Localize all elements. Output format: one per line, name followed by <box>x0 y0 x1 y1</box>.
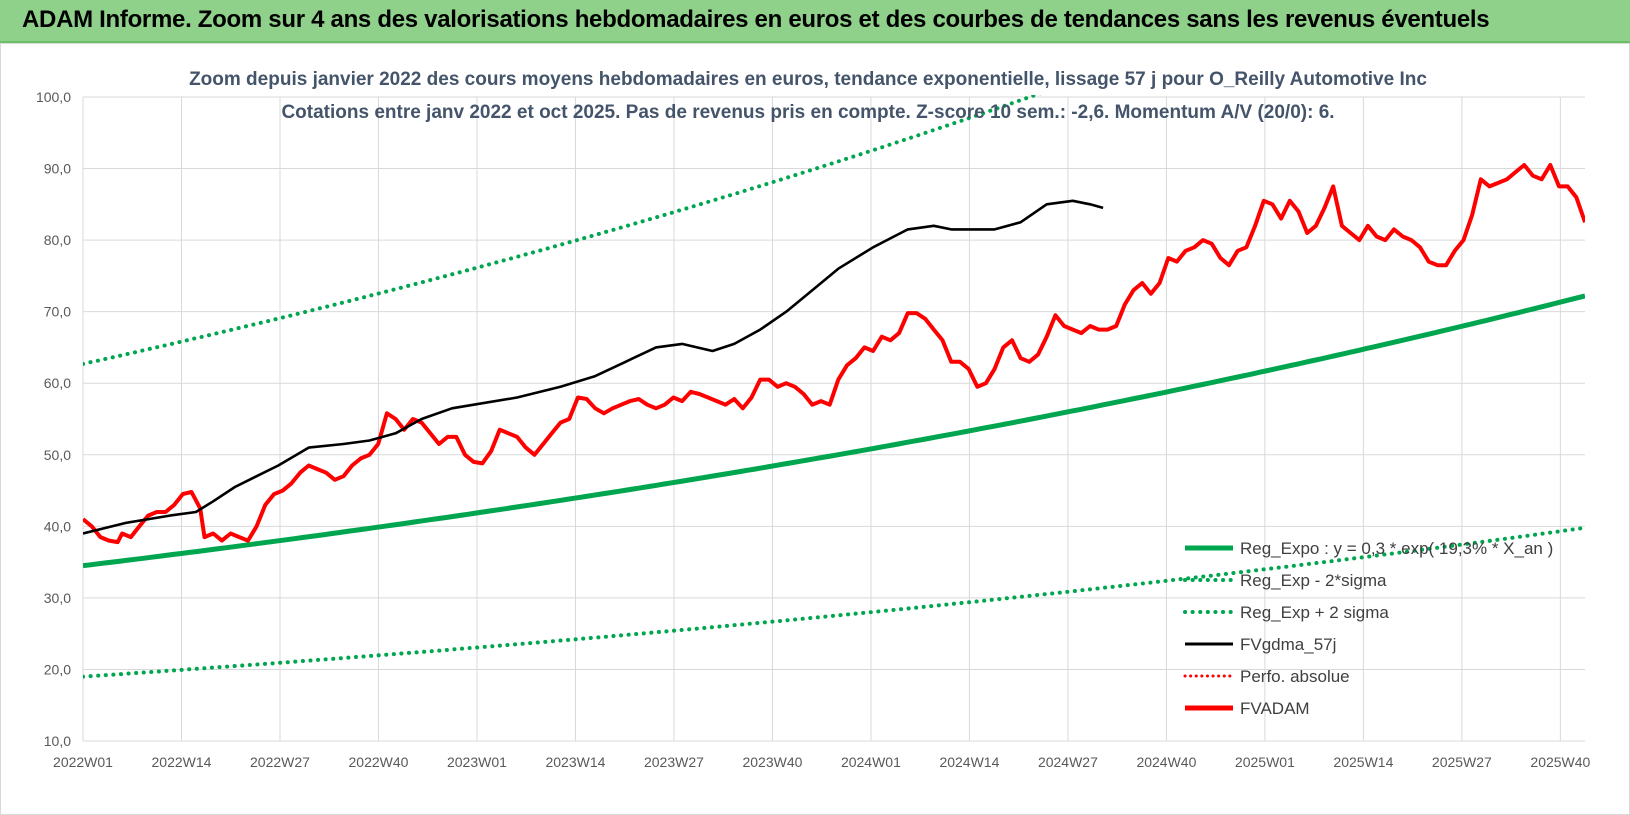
price-line <box>83 163 1585 545</box>
grid-lines <box>82 96 1585 742</box>
legend-label: FVADAM <box>1240 699 1310 718</box>
x-tick-label: 2023W14 <box>545 754 605 770</box>
chart-title: Zoom depuis janvier 2022 des cours moyen… <box>189 69 1427 90</box>
chart-legend: Reg_Expo : y = 0,3 * exp( 19,3% * X_an )… <box>1183 539 1553 718</box>
upper-band-line <box>83 95 1042 366</box>
smoothed-line <box>83 199 1104 535</box>
x-axis-ticks: 2022W01 2022W14 2022W27 2022W40 2023W01 2023W… <box>53 754 1591 770</box>
x-tick-label: 2025W01 <box>1235 754 1295 770</box>
x-tick-label: 2023W40 <box>742 754 802 770</box>
x-tick-label: 2025W27 <box>1432 754 1492 770</box>
x-tick-label: 2022W27 <box>250 754 310 770</box>
report-banner: ADAM Informe. Zoom sur 4 ans des valoris… <box>0 0 1630 43</box>
y-tick-label: 40,0 <box>44 518 71 534</box>
y-tick-label: 100,0 <box>36 89 71 105</box>
y-tick-label: 90,0 <box>44 161 71 177</box>
x-tick-label: 2023W27 <box>644 754 704 770</box>
report-title: ADAM Informe. Zoom sur 4 ans des valoris… <box>22 6 1490 33</box>
x-tick-label: 2025W14 <box>1333 754 1393 770</box>
exp-trend-line <box>83 293 1585 569</box>
x-tick-label: 2025W40 <box>1530 754 1590 770</box>
series-lines <box>83 95 1585 679</box>
y-tick-label: 80,0 <box>44 232 71 248</box>
legend-label: Perfo. absolue <box>1240 667 1350 686</box>
x-tick-label: 2022W01 <box>53 754 113 770</box>
y-tick-label: 30,0 <box>44 590 71 606</box>
chart-subtitle: Cotations entre janv 2022 et oct 2025. P… <box>281 102 1334 123</box>
x-tick-label: 2024W14 <box>939 754 999 770</box>
x-tick-label: 2022W40 <box>349 754 409 770</box>
legend-label: Reg_Expo : y = 0,3 * exp( 19,3% * X_an ) <box>1240 539 1553 558</box>
x-tick-label: 2024W40 <box>1136 754 1196 770</box>
x-tick-label: 2024W27 <box>1038 754 1098 770</box>
legend-label: Reg_Exp + 2 sigma <box>1240 603 1389 622</box>
y-tick-label: 70,0 <box>44 304 71 320</box>
y-tick-label: 50,0 <box>44 447 71 463</box>
x-tick-label: 2023W01 <box>447 754 507 770</box>
y-tick-label: 20,0 <box>44 661 71 677</box>
x-tick-label: 2022W14 <box>152 754 212 770</box>
legend-label: Reg_Exp - 2*sigma <box>1240 571 1387 590</box>
y-tick-label: 10,0 <box>44 733 71 749</box>
x-tick-label: 2024W01 <box>841 754 901 770</box>
y-axis-ticks: 10,0 20,0 30,0 40,0 50,0 60,0 70,0 80,0 90,0 100,… <box>36 89 71 749</box>
legend-label: FVgdma_57j <box>1240 635 1336 654</box>
y-tick-label: 60,0 <box>44 375 71 391</box>
lower-band-line <box>83 525 1585 679</box>
